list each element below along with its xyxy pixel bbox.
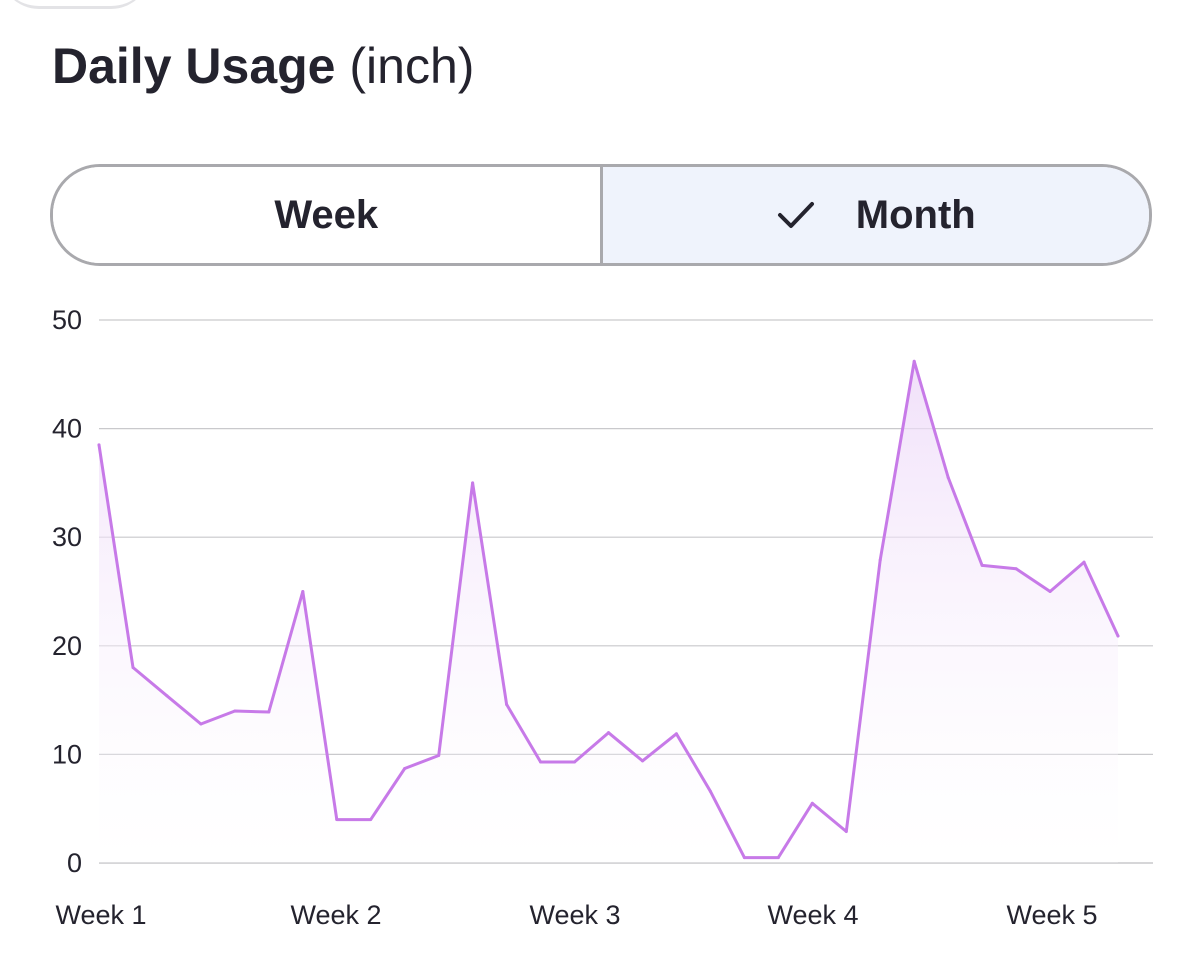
data-point: [539, 760, 543, 764]
x-tick-label: Week 2: [290, 900, 381, 930]
data-point: [301, 590, 305, 593]
data-point: [946, 475, 950, 479]
data-point: [369, 818, 373, 822]
x-tick-label: Week 4: [767, 900, 858, 930]
x-axis: Week 1 Week 2 Week 3 Week 4 Week 5: [55, 900, 1097, 930]
data-point: [1082, 560, 1086, 564]
data-point: [165, 694, 169, 698]
week-segment-label: Week: [274, 192, 379, 237]
data-point: [1014, 567, 1018, 571]
period-segmented-control: Week Month: [50, 164, 1152, 266]
title-unit: (inch): [349, 38, 475, 94]
data-point: [742, 856, 746, 860]
data-point: [199, 722, 203, 726]
data-point: [403, 767, 407, 771]
x-tick-label: Week 1: [55, 900, 146, 930]
data-point: [912, 359, 916, 363]
data-point: [437, 753, 441, 757]
y-tick-label: 30: [52, 522, 82, 552]
data-point: [471, 481, 475, 485]
data-point: [131, 666, 135, 670]
data-point: [1116, 634, 1120, 638]
data-point: [776, 856, 780, 860]
data-point: [573, 760, 577, 764]
x-tick-label: Week 3: [529, 900, 620, 930]
y-tick-label: 20: [52, 631, 82, 661]
y-tick-label: 10: [52, 739, 82, 769]
y-tick-label: 0: [67, 848, 82, 878]
y-axis: 0 10 20 30 40 50: [52, 305, 82, 878]
data-point: [810, 801, 814, 805]
y-tick-label: 50: [52, 305, 82, 335]
data-point: [97, 443, 101, 447]
data-points: [97, 359, 1120, 860]
data-point: [878, 558, 882, 562]
y-tick-label: 40: [52, 414, 82, 444]
data-point: [674, 732, 678, 736]
data-point: [640, 759, 644, 763]
month-segment-label: Month: [855, 192, 976, 237]
usage-area: [99, 361, 1118, 863]
data-point: [233, 709, 237, 713]
data-point: [267, 710, 271, 714]
data-point: [1048, 590, 1052, 593]
x-tick-label: Week 5: [1006, 900, 1097, 930]
data-point: [844, 830, 848, 834]
data-point: [708, 789, 712, 793]
checkmark-icon: [777, 202, 814, 228]
month-segment-button[interactable]: Month: [602, 167, 1149, 263]
title-text: Daily Usage: [52, 38, 336, 94]
data-point: [335, 818, 339, 822]
page-title: Daily Usage (inch): [52, 28, 474, 104]
data-point: [980, 563, 984, 567]
week-segment-button[interactable]: Week: [53, 167, 603, 263]
data-point: [505, 702, 509, 706]
top-decoration-arc: [0, 0, 150, 9]
data-point: [607, 731, 610, 735]
